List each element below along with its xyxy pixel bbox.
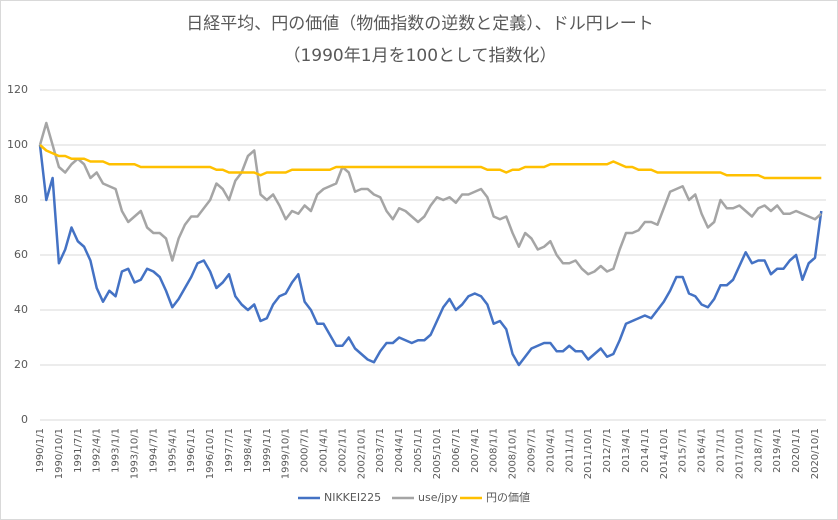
x-tick-label: 2005/1/1 xyxy=(413,428,424,473)
x-tick-label: 1991/7/1 xyxy=(73,428,84,473)
x-tick-label: 2013/4/1 xyxy=(621,428,632,473)
x-tick-label: 2017/1/1 xyxy=(715,428,726,473)
x-tick-label: 2004/4/1 xyxy=(394,428,405,473)
x-tick-label: 2014/10/1 xyxy=(659,428,670,479)
x-tick-label: 2018/7/1 xyxy=(753,428,764,473)
x-tick-label: 2017/10/1 xyxy=(734,428,745,479)
x-tick-label: 2016/4/1 xyxy=(697,428,708,473)
x-tick-label: 1994/7/1 xyxy=(148,428,159,473)
x-tick-label: 1990/10/1 xyxy=(54,428,65,479)
x-tick-label: 2007/4/1 xyxy=(470,428,481,473)
y-tick-label: 100 xyxy=(7,138,28,151)
x-tick-label: 1990/1/1 xyxy=(35,428,46,473)
x-tick-label: 1993/10/1 xyxy=(130,428,141,479)
x-tick-label: 2002/10/1 xyxy=(356,428,367,479)
series-line xyxy=(39,144,822,180)
y-tick-label: 60 xyxy=(14,248,28,261)
x-tick-label: 2019/4/1 xyxy=(772,428,783,473)
x-tick-label: 1997/7/1 xyxy=(224,428,235,473)
x-tick-label: 2002/1/1 xyxy=(337,428,348,473)
x-tick-label: 2008/10/1 xyxy=(508,428,519,479)
y-tick-label: 40 xyxy=(14,303,28,316)
chart-title: 日経平均、円の価値（物価指数の逆数と定義）、ドル円レート xyxy=(186,14,654,34)
y-tick-label: 120 xyxy=(7,83,28,96)
chart-subtitle: （1990年1月を100として指数化） xyxy=(283,46,556,66)
x-tick-label: 2000/7/1 xyxy=(300,428,311,473)
x-tick-label: 2001/4/1 xyxy=(319,428,330,473)
y-tick-label: 80 xyxy=(14,193,28,206)
series-line xyxy=(38,144,823,367)
x-tick-label: 2011/10/1 xyxy=(583,428,594,479)
x-tick-label: 2015/7/1 xyxy=(678,428,689,473)
legend-label: NIKKEI225 xyxy=(324,491,381,504)
x-tick-label: 2014/1/1 xyxy=(640,428,651,473)
legend-label: 円の価値 xyxy=(486,491,530,504)
legend-label: use/jpy xyxy=(418,491,458,504)
x-tick-label: 2009/7/1 xyxy=(526,428,537,473)
x-tick-label: 2005/10/1 xyxy=(432,428,443,479)
x-tick-label: 1993/1/1 xyxy=(111,428,122,473)
x-tick-label: 1999/1/1 xyxy=(262,428,273,473)
x-tick-label: 2011/1/1 xyxy=(564,428,575,473)
x-tick-label: 2020/1/1 xyxy=(791,428,802,473)
x-tick-label: 1995/4/1 xyxy=(167,428,178,473)
x-tick-label: 2020/10/1 xyxy=(810,428,821,479)
x-tick-label: 1992/4/1 xyxy=(92,428,103,473)
x-tick-label: 1996/1/1 xyxy=(186,428,197,473)
y-tick-label: 20 xyxy=(14,358,28,371)
x-tick-label: 2010/4/1 xyxy=(545,428,556,473)
x-tick-label: 2012/7/1 xyxy=(602,428,613,473)
x-tick-label: 2006/7/1 xyxy=(451,428,462,473)
series-line xyxy=(38,121,823,276)
y-tick-label: 0 xyxy=(21,413,28,426)
x-tick-label: 2008/1/1 xyxy=(489,428,500,473)
x-tick-label: 1998/4/1 xyxy=(243,428,254,473)
x-tick-label: 1999/10/1 xyxy=(281,428,292,479)
x-tick-label: 2003/7/1 xyxy=(375,428,386,473)
x-tick-label: 1996/10/1 xyxy=(205,428,216,479)
